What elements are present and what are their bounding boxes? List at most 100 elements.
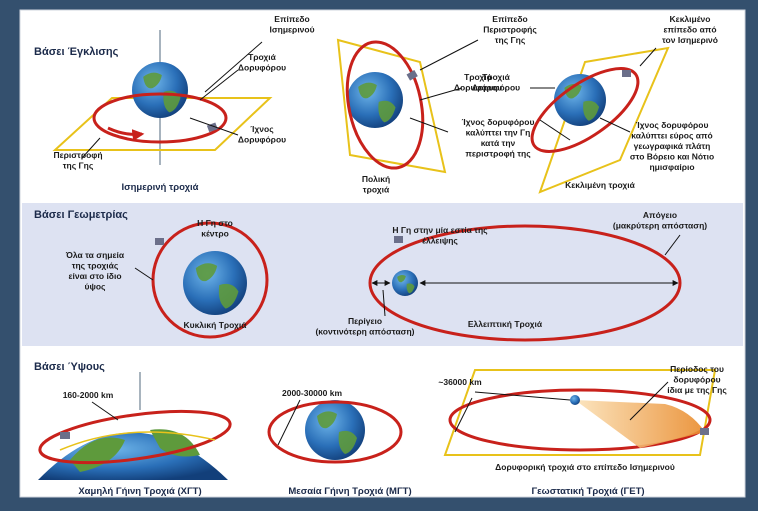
label-line: Ίχνος δορυφόρου: [636, 120, 709, 130]
section-title: Βάσει Ύψους: [34, 361, 105, 373]
circular-figure: [134, 221, 269, 339]
leo-figure: [38, 372, 232, 480]
label-line: Δορυφόρου: [454, 83, 502, 93]
caption: Ισημερινή τροχιά: [121, 182, 198, 193]
earth: [392, 270, 418, 296]
label-line: Περιστροφής: [483, 25, 537, 35]
label-line: Επίπεδο: [492, 14, 527, 24]
label: Ίχνος δορυφόρου καλύπτει εύρος από γεωγραφ…: [630, 120, 714, 172]
label: Η Γη στο κέντρο: [197, 218, 233, 239]
label-line: Περίοδος του: [670, 364, 724, 374]
label-line: Πολική: [362, 174, 390, 184]
label-line: (κοντινότερη απόσταση): [315, 327, 414, 337]
label-line: περιστροφή της: [465, 149, 531, 159]
meo-figure: [267, 399, 403, 464]
label-line: έλλειψης: [422, 236, 458, 246]
label: Τροχιά Δορυφόρου: [454, 72, 502, 93]
label: Κυκλική Τροχιά: [183, 320, 247, 330]
inclined-figure: [530, 46, 670, 194]
label: Όλα τα σημεία της τροχιάς είναι στο ίδιο ύψ…: [65, 250, 125, 292]
label-line: είναι στο ίδιο: [68, 271, 121, 281]
label: Απόγειο (μακρύτερη απόσταση): [613, 210, 707, 231]
label-line: Περίγειο: [348, 316, 382, 326]
label: Περιστροφή της Γης: [53, 150, 102, 171]
label: 2000-30000 km: [282, 388, 342, 398]
label-line: Η Γη στο: [197, 218, 233, 228]
section-title: Βάσει Γεωμετρίας: [34, 209, 128, 221]
label: Περίγειο (κοντινότερη απόσταση): [315, 316, 414, 337]
caption: Μεσαία Γήινη Τροχιά (ΜΓΤ): [288, 486, 411, 497]
earth-globe: [132, 62, 188, 118]
label-line: γεωγραφικά πλάτη: [634, 141, 711, 151]
label-line: ύψος: [85, 282, 107, 292]
equatorial-figure: [52, 30, 273, 165]
label-line: Ίχνος δορυφόρου: [462, 117, 535, 127]
label-line: Επίπεδο: [274, 14, 309, 24]
caption: Γεωστατική Τροχιά (ΓΕΤ): [531, 486, 644, 497]
earth-globe: [392, 270, 418, 296]
label: Δορυφορική τροχιά στο επίπεδο Ισημερινού: [495, 462, 675, 472]
earth-globe: [305, 400, 365, 460]
label-line: καλύπτει εύρος από: [631, 131, 712, 141]
earth: [132, 62, 188, 118]
label-line: τροχιά: [363, 185, 390, 195]
label-line: καλύπτει την Γη: [466, 128, 531, 138]
label-line: Όλα τα σημεία: [65, 250, 125, 260]
label-line: Τροχιά: [464, 72, 493, 82]
label: Ίχνος Δορυφόρου: [238, 124, 286, 145]
earth-land: [397, 274, 415, 294]
earth: [554, 74, 606, 126]
label-line: Δορυφόρου: [238, 135, 286, 145]
elliptical-figure: [368, 224, 682, 342]
label-line: της Γης: [495, 35, 526, 45]
label-line: Η Γη στην μία εστία της: [392, 225, 488, 235]
polar-figure: [336, 38, 479, 174]
earth: [347, 72, 403, 128]
label-line: κέντρο: [201, 229, 229, 239]
earth-land: [358, 82, 396, 123]
label-line: Δορυφόρου: [472, 83, 520, 93]
earth-land: [195, 263, 239, 309]
label-line: της τροχιάς: [72, 261, 119, 271]
label-line: επίπεδο από: [663, 25, 716, 35]
label-line: τον Ισημερινό: [662, 35, 718, 45]
geometry-band: [22, 203, 743, 346]
label-line: κατά την: [481, 138, 516, 148]
label: Επίπεδο Ισημερινού: [269, 14, 314, 35]
label-line: Κεκλιμένο: [670, 14, 711, 24]
earth-land: [317, 411, 357, 454]
label-line: Τροχιά: [248, 52, 277, 62]
label-line: δορυφόρου: [673, 375, 720, 385]
label: 160-2000 km: [63, 390, 114, 400]
label: ~36000 km: [438, 377, 482, 387]
label-line: ημισφαίριο: [649, 162, 694, 172]
label-line: Ισημερινού: [269, 25, 314, 35]
label-line: στο Βόρειο και Νότιο: [630, 152, 714, 162]
label-line: ίδια με της Γης: [667, 385, 727, 395]
label: Τροχιά Δορυφόρου: [472, 72, 520, 93]
label: Η Γη στην μία εστία της έλλειψης: [392, 225, 488, 246]
label: Κεκλιμένο επίπεδο από τον Ισημερινό: [662, 14, 718, 45]
section-title: Βάσει Έγκλισης: [34, 46, 119, 58]
earth: [183, 251, 247, 315]
label: Τροχιά Δορυφόρου: [238, 52, 286, 73]
label: Ελλειπτική Τροχιά: [468, 319, 543, 329]
label: Επίπεδο Περιστροφής της Γης: [483, 14, 537, 45]
earth-globe: [347, 72, 403, 128]
earth-land: [143, 72, 181, 113]
caption: Χαμηλή Γήινη Τροχιά (ΧΓΤ): [78, 486, 201, 497]
label-line: Περιστροφή: [53, 150, 102, 160]
earth-globe: [183, 251, 247, 315]
label-line: Απόγειο: [643, 210, 677, 220]
label: Κεκλιμένη τροχιά: [565, 180, 636, 190]
label-line: Ίχνος: [250, 124, 274, 134]
earth: [305, 400, 365, 460]
geo-figure: [443, 369, 717, 456]
label-line: Τροχιά: [482, 72, 511, 82]
label: Πολική τροχιά: [362, 174, 390, 195]
label: Περίοδος του δορυφόρου ίδια με της Γης: [667, 364, 727, 395]
label: Ίχνος δορυφόρου καλύπτει την Γη κατά την πε…: [462, 117, 535, 159]
label-line: (μακρύτερη απόσταση): [613, 221, 707, 231]
